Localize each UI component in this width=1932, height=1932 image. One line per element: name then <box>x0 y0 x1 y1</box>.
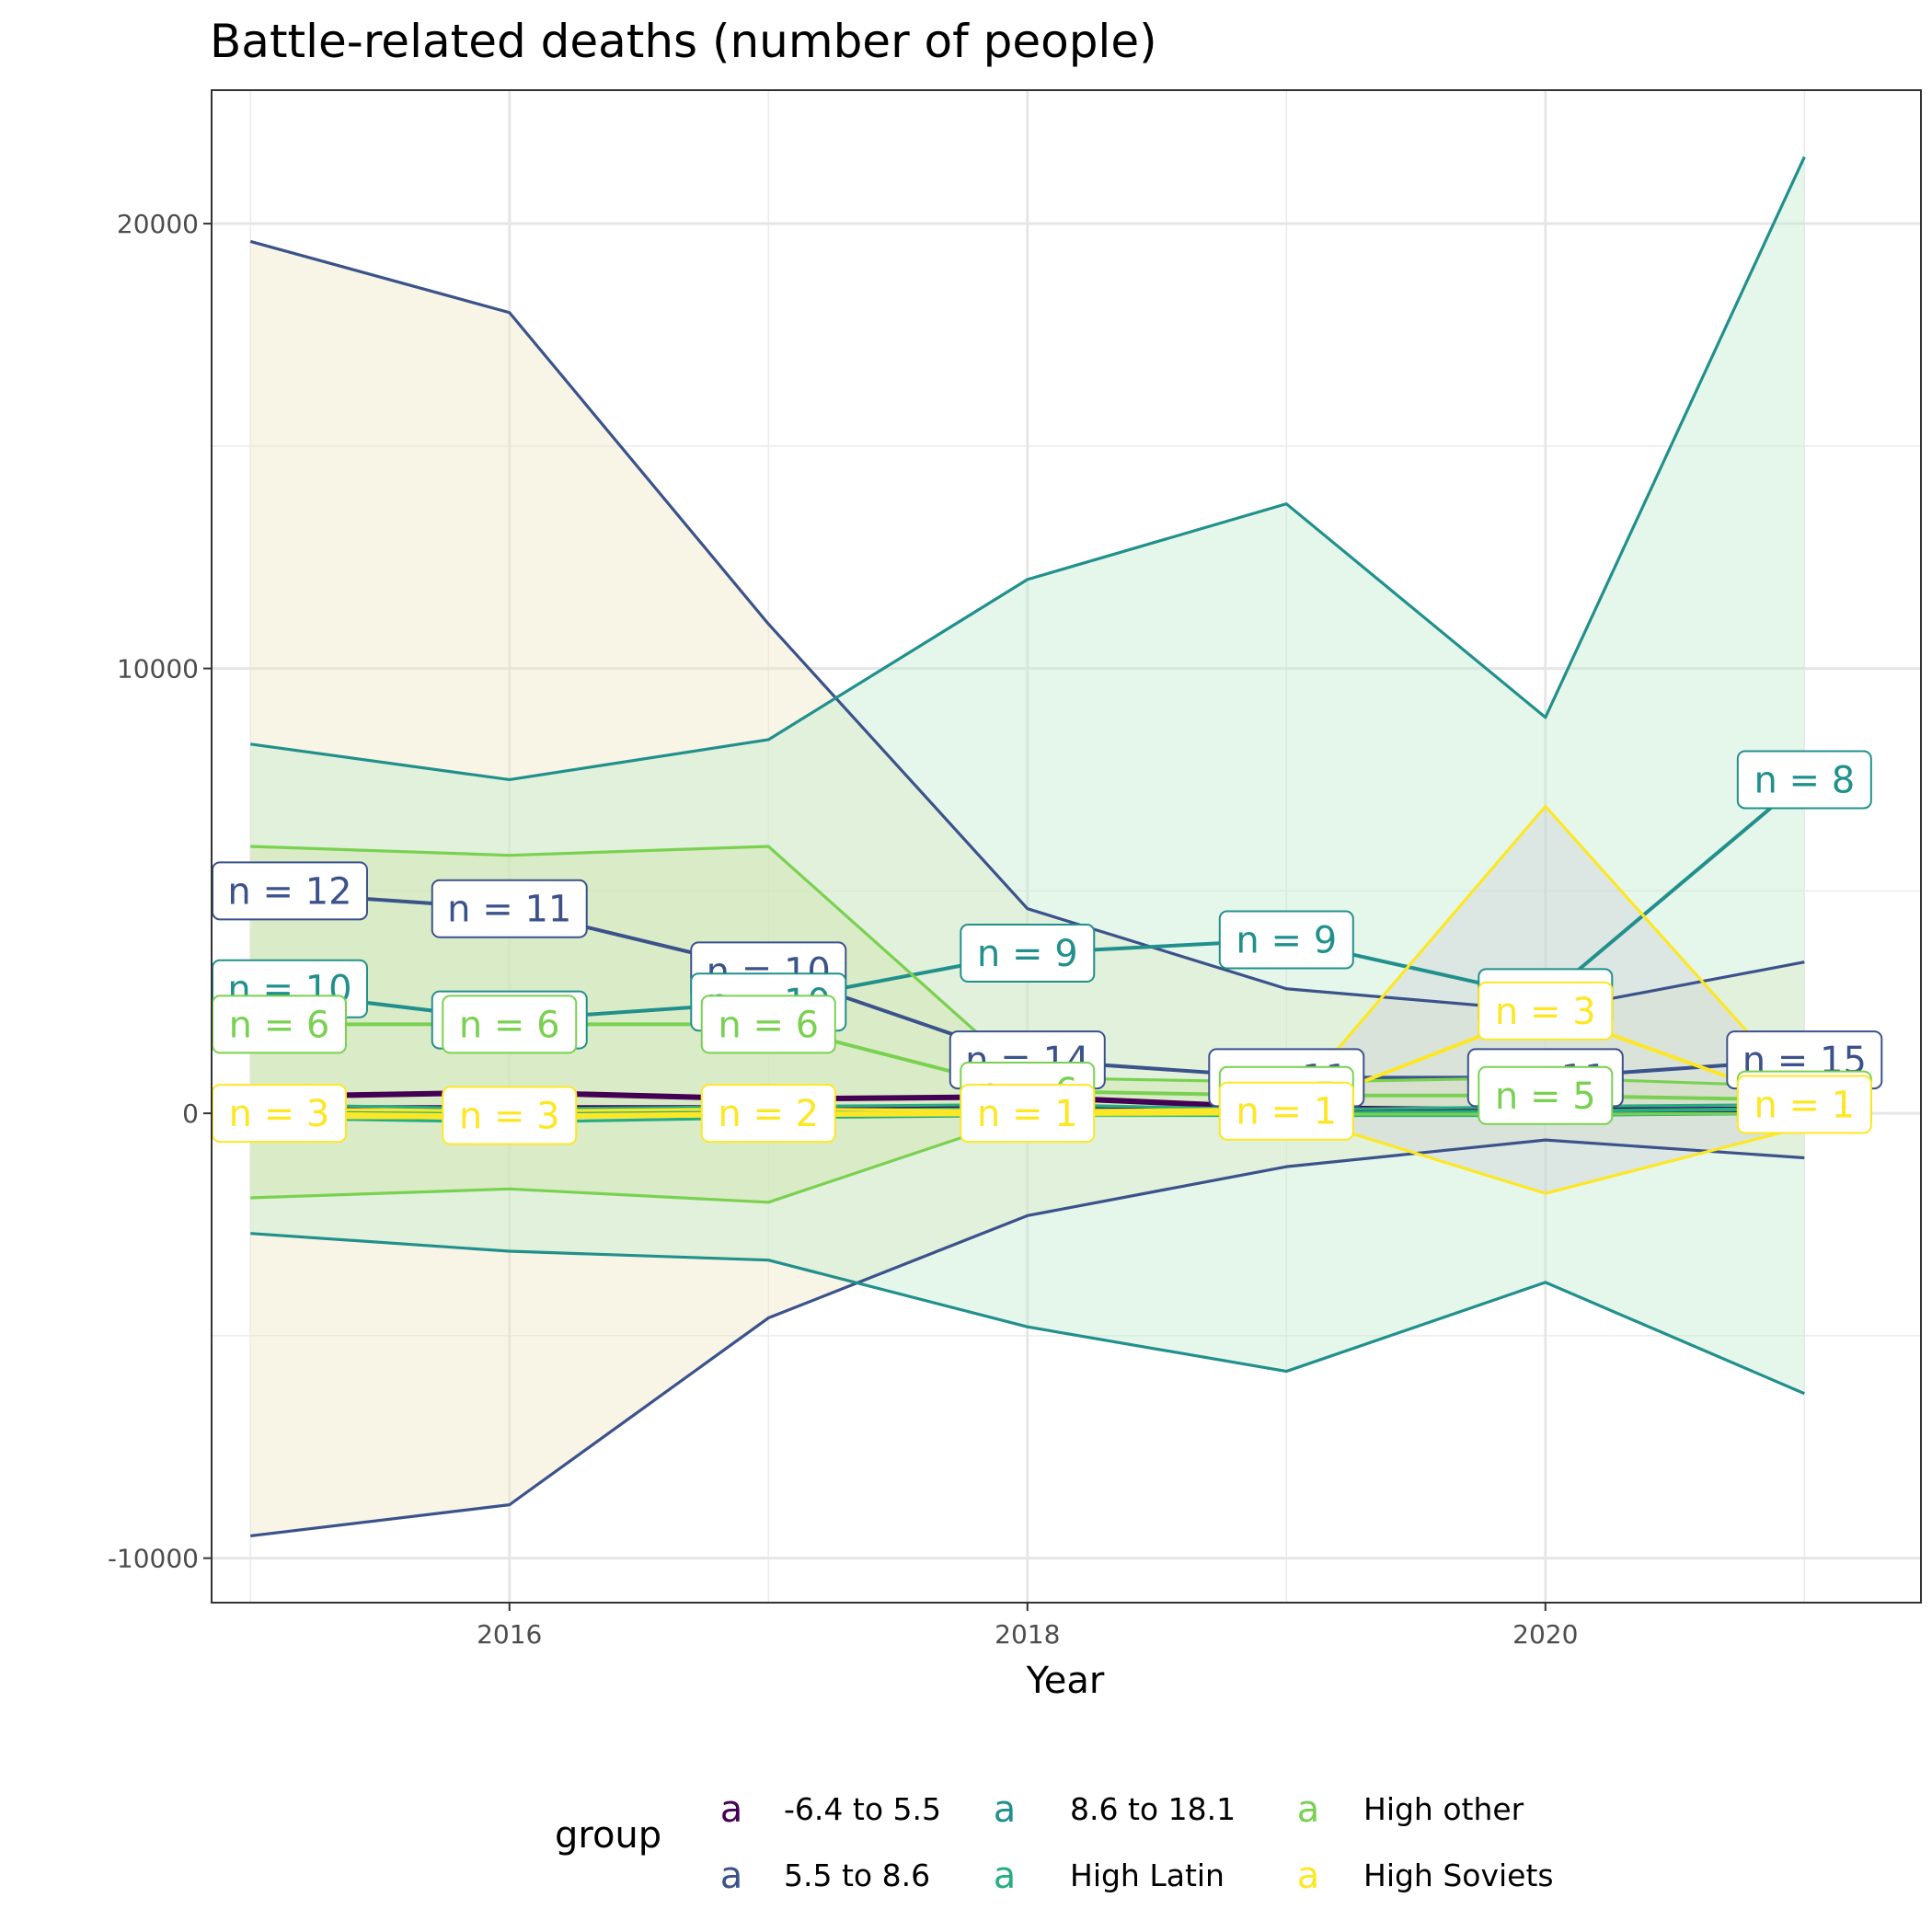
ribbon-5-5-to-8-6 <box>250 241 1805 1536</box>
n-label: n = 12 <box>212 861 368 921</box>
n-label-text: n = 1 <box>977 1093 1078 1135</box>
legend-key-glyph: a <box>994 1788 1017 1831</box>
x-axis-title: Year <box>1026 1660 1105 1702</box>
legend-label: High Soviets <box>1363 1857 1554 1893</box>
n-label-text: n = 12 <box>227 870 351 913</box>
sample-size-labels: n = 12n = 11n = 10n = 14n = 11n = 11n = … <box>212 750 1883 1145</box>
n-label-box <box>960 1084 1096 1144</box>
n-label-box <box>1478 1065 1614 1125</box>
n-label: n = 5 <box>1478 1065 1614 1125</box>
series-line-8-6-to-18-1-lower <box>250 1232 1805 1396</box>
n-label-text: n = 11 <box>447 889 571 931</box>
n-label-text: n = 8 <box>1754 759 1855 801</box>
x-tick-label: 2016 <box>477 1619 542 1650</box>
n-label-text: n = 3 <box>459 1096 560 1138</box>
x-axis: 2016 2018 2020 <box>477 1603 1578 1650</box>
y-tick-label: -10000 <box>108 1544 199 1574</box>
legend-title: group <box>555 1814 661 1857</box>
legend-key-glyph: a <box>1297 1788 1320 1831</box>
n-label-box <box>1736 750 1872 810</box>
n-label: n = 6 <box>700 995 836 1054</box>
n-label-box <box>1218 910 1354 970</box>
ribbon-8-6-to-18-1 <box>250 156 1805 1394</box>
legend-item: a -6.4 to 5.5 <box>720 1788 941 1831</box>
n-label: n = 6 <box>442 995 578 1054</box>
series-line-5-5-to-8-6-lower <box>250 1138 1805 1538</box>
n-label-box <box>442 1086 578 1145</box>
n-label-box <box>1218 1081 1354 1141</box>
n-label-text: n = 6 <box>718 1004 819 1046</box>
x-tick-label: 2020 <box>1512 1619 1578 1650</box>
n-label: n = 8 <box>1736 750 1872 810</box>
legend-label: -6.4 to 5.5 <box>784 1791 941 1827</box>
n-label-text: n = 3 <box>1495 991 1596 1033</box>
n-label: n = 11 <box>431 879 588 938</box>
n-label-text: n = 6 <box>229 1004 330 1046</box>
panel-border <box>211 89 1922 1604</box>
plot-panel <box>212 90 1921 1603</box>
n-label-text: n = 2 <box>718 1093 819 1135</box>
y-tick-label: 20000 <box>117 209 199 239</box>
n-label: n = 9 <box>960 924 1096 983</box>
legend-item: a High Soviets <box>1297 1855 1554 1897</box>
plot-border <box>211 89 1922 1604</box>
n-label-box <box>1478 981 1614 1041</box>
plot-background <box>212 90 1921 1603</box>
legend-key-glyph: a <box>720 1855 743 1897</box>
n-label: n = 6 <box>212 995 347 1054</box>
n-label-text: n = 9 <box>1236 920 1337 962</box>
n-label-text: n = 6 <box>459 1004 560 1046</box>
legend-key-glyph: a <box>1297 1855 1320 1897</box>
n-label-box <box>1736 1075 1872 1134</box>
n-label-text: n = 5 <box>1495 1075 1596 1118</box>
n-label: n = 3 <box>1478 981 1614 1041</box>
legend-item: a 8.6 to 18.1 <box>994 1788 1236 1831</box>
y-tick-label: 0 <box>182 1098 199 1129</box>
n-label: n = 2 <box>700 1084 836 1144</box>
n-label-text: n = 1 <box>1754 1084 1855 1126</box>
x-tick-label: 2018 <box>995 1619 1060 1650</box>
n-label-box <box>442 995 578 1054</box>
n-label: n = 1 <box>1218 1081 1354 1141</box>
n-label-box <box>960 924 1096 983</box>
n-label-text: n = 1 <box>1236 1091 1337 1133</box>
legend-item: a High Latin <box>994 1855 1225 1897</box>
legend: group a -6.4 to 5.5 a 8.6 to 18.1 a High othe… <box>555 1788 1554 1897</box>
n-label: n = 1 <box>1736 1075 1872 1134</box>
n-label: n = 3 <box>212 1084 347 1144</box>
y-tick-label: 10000 <box>117 654 199 684</box>
legend-item: a High other <box>1297 1788 1524 1831</box>
n-label: n = 1 <box>960 1084 1096 1144</box>
n-label-box <box>431 879 588 938</box>
legend-key-glyph: a <box>720 1788 743 1831</box>
n-label: n = 9 <box>1218 910 1354 970</box>
legend-label: High other <box>1363 1791 1524 1827</box>
legend-label: 5.5 to 8.6 <box>784 1857 930 1893</box>
legend-label: High Latin <box>1070 1857 1225 1893</box>
legend-item: a 5.5 to 8.6 <box>720 1855 930 1897</box>
n-label-box <box>700 1084 836 1144</box>
chart-title: Battle-related deaths (number of people) <box>210 15 1157 68</box>
n-label-text: n = 3 <box>229 1093 330 1135</box>
legend-label: 8.6 to 18.1 <box>1070 1791 1236 1827</box>
n-label-box <box>700 995 836 1054</box>
y-axis: -10000 0 10000 20000 <box>108 209 212 1574</box>
legend-key-glyph: a <box>994 1855 1017 1897</box>
n-label: n = 3 <box>442 1086 578 1145</box>
series-line-8-6-to-18-1-upper <box>250 155 1806 782</box>
n-label-text: n = 9 <box>977 933 1078 975</box>
